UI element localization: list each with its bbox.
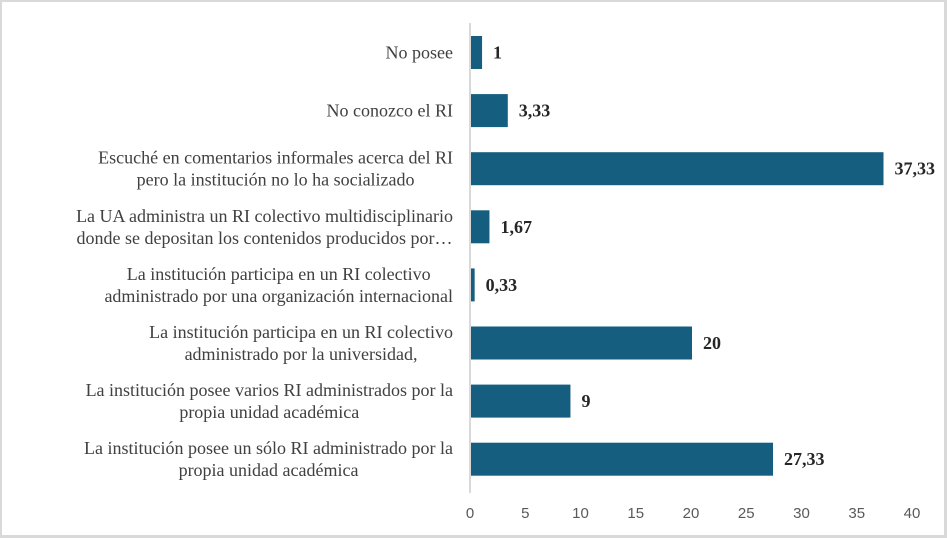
chart-border-bottom	[0, 535, 947, 538]
category-labels-group: No posee No conozco el RI Escuché en comen…	[76, 43, 453, 481]
data-label: 1,67	[500, 217, 532, 237]
category-label-line: Escuché en comentarios informales acerca…	[98, 148, 453, 168]
x-axis-ticks-group: 0 5 10 15 20 25 30 35 40	[466, 505, 921, 522]
data-label: 20	[703, 333, 721, 353]
x-tick-label: 15	[627, 505, 644, 522]
data-label: 3,33	[519, 101, 551, 121]
chart-border-right	[944, 0, 947, 538]
category-label: La institución participa en un RI colect…	[104, 264, 453, 306]
x-tick-label: 10	[572, 505, 589, 522]
category-label-line: propia unidad académica	[179, 460, 359, 480]
x-tick-label: 25	[738, 505, 755, 522]
category-label-line: administrado por una organización intern…	[104, 286, 453, 306]
x-tick-label: 20	[683, 505, 700, 522]
bars-group	[471, 36, 884, 476]
bar	[471, 326, 692, 360]
data-label: 1	[493, 43, 502, 63]
bar	[471, 152, 884, 186]
x-tick-label: 30	[793, 505, 810, 522]
category-label-line: No posee	[386, 43, 453, 63]
bar	[471, 442, 773, 476]
chart-border-left	[0, 0, 2, 538]
category-label: Escuché en comentarios informales acerca…	[98, 148, 453, 190]
x-tick-label: 35	[848, 505, 865, 522]
category-label: La UA administra un RI colectivo multidi…	[76, 206, 453, 248]
bar	[471, 36, 483, 69]
x-tick-label: 40	[904, 505, 921, 522]
data-label: 27,33	[784, 449, 825, 469]
bar	[471, 210, 490, 244]
category-label: No posee	[386, 43, 453, 63]
bar	[471, 268, 475, 302]
x-tick-label: 5	[521, 505, 529, 522]
bar	[471, 384, 571, 418]
data-label: 9	[581, 391, 590, 411]
chart-border-top	[0, 0, 947, 2]
x-tick-label: 0	[466, 505, 474, 522]
value-labels-group: 1 3,33 37,33 1,67 0,33 20 9 27,33	[486, 43, 935, 470]
category-label: La institución posee un sólo RI administ…	[84, 438, 453, 480]
category-label-line: La UA administra un RI colectivo multidi…	[76, 206, 453, 226]
category-label-line: No conozco el RI	[327, 101, 453, 121]
bar	[471, 94, 508, 128]
category-label: La institución participa en un RI colect…	[149, 322, 453, 364]
category-label-line: La institución participa en un RI colect…	[149, 322, 453, 342]
category-label: No conozco el RI	[327, 101, 453, 121]
category-label-line: administrado por la universidad,	[185, 344, 418, 364]
category-label-line: La institución participa en un RI colect…	[127, 264, 431, 284]
data-label: 37,33	[894, 159, 935, 179]
category-label-line: donde se depositan los contenidos produc…	[77, 228, 453, 248]
category-label-line: pero la institución no lo ha socializado	[137, 170, 415, 190]
category-label-line: propia unidad académica	[179, 402, 359, 422]
data-label: 0,33	[486, 275, 517, 295]
category-label-line: La institución posee un sólo RI administ…	[84, 438, 453, 458]
category-label-line: La institución posee varios RI administr…	[86, 380, 453, 400]
category-label: La institución posee varios RI administr…	[86, 380, 453, 422]
